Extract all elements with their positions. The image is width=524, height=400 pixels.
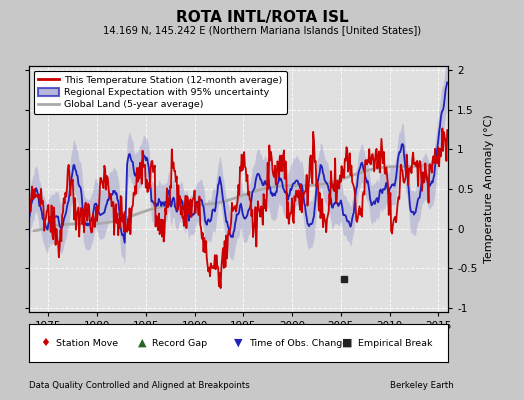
Legend: This Temperature Station (12-month average), Regional Expectation with 95% uncer: This Temperature Station (12-month avera… [34,71,287,114]
Text: Record Gap: Record Gap [152,338,208,348]
Text: 14.169 N, 145.242 E (Northern Mariana Islands [United States]): 14.169 N, 145.242 E (Northern Mariana Is… [103,25,421,35]
Text: Station Move: Station Move [56,338,118,348]
Text: Data Quality Controlled and Aligned at Breakpoints: Data Quality Controlled and Aligned at B… [29,381,249,390]
Text: ROTA INTL/ROTA ISL: ROTA INTL/ROTA ISL [176,10,348,25]
Text: Berkeley Earth: Berkeley Earth [389,381,453,390]
Text: ▼: ▼ [234,338,243,348]
Y-axis label: Temperature Anomaly (°C): Temperature Anomaly (°C) [484,115,494,263]
Text: Empirical Break: Empirical Break [358,338,432,348]
Text: ■: ■ [342,338,353,348]
Text: ♦: ♦ [40,338,51,348]
Text: Time of Obs. Change: Time of Obs. Change [249,338,348,348]
Text: ▲: ▲ [138,338,146,348]
